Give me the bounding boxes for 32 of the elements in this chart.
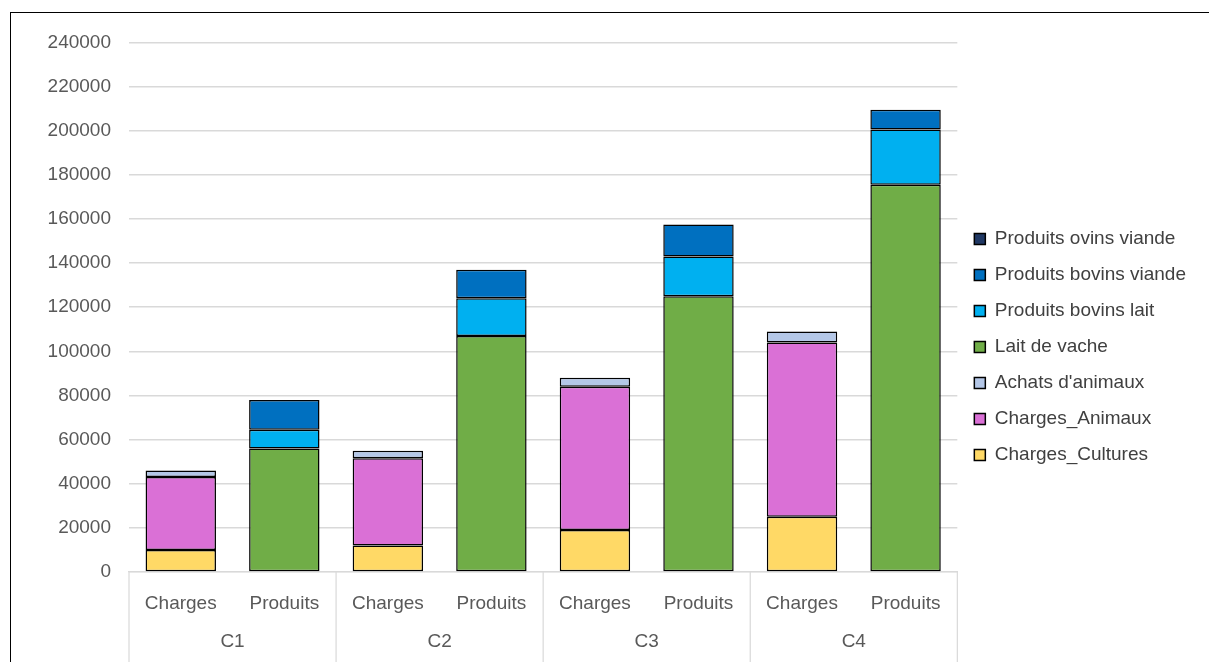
x-tick-label: Produits: [870, 591, 941, 613]
x-tick-label: Produits: [249, 591, 320, 613]
y-tick-label: 120000: [47, 295, 111, 317]
y-tick-label: 40000: [58, 471, 111, 493]
legend-label: Charges_Animaux: [994, 407, 1152, 430]
y-tick-label: 20000: [58, 516, 111, 538]
y-tick-label: 100000: [47, 339, 111, 361]
y-tick-label: 60000: [58, 427, 111, 449]
text: C4: [841, 630, 867, 652]
y-tick-label: 220000: [47, 74, 111, 96]
legend-label: Charges_Cultures: [994, 443, 1148, 466]
x-tick-label: Charges: [559, 591, 631, 613]
x-tick-label: Produits: [456, 591, 527, 613]
legend-label: Produits ovins viande: [994, 227, 1176, 249]
y-tick-label: 160000: [47, 207, 111, 229]
x-tick-label: Charges: [766, 591, 838, 613]
y-tick-label: 200000: [47, 118, 111, 140]
text: C2: [427, 630, 452, 652]
legend-label: Produits bovins lait: [994, 299, 1156, 321]
x-tick-label: Charges: [351, 591, 424, 613]
text: C1: [220, 630, 245, 652]
legend-label: Produits bovins viande: [994, 263, 1186, 285]
x-tick-label: Produits: [663, 591, 734, 613]
y-tick-label: 140000: [47, 251, 111, 273]
y-tick-label: 180000: [47, 163, 111, 185]
x-tick-label: Charges: [144, 591, 217, 613]
y-tick-label: 80000: [58, 383, 111, 405]
y-tick-label: 240000: [47, 30, 111, 52]
legend-label: Achats d'animaux: [994, 371, 1145, 393]
y-tick-label: 0: [100, 560, 111, 582]
text: C3: [634, 630, 659, 652]
legend-label: Lait de vache: [994, 335, 1108, 357]
